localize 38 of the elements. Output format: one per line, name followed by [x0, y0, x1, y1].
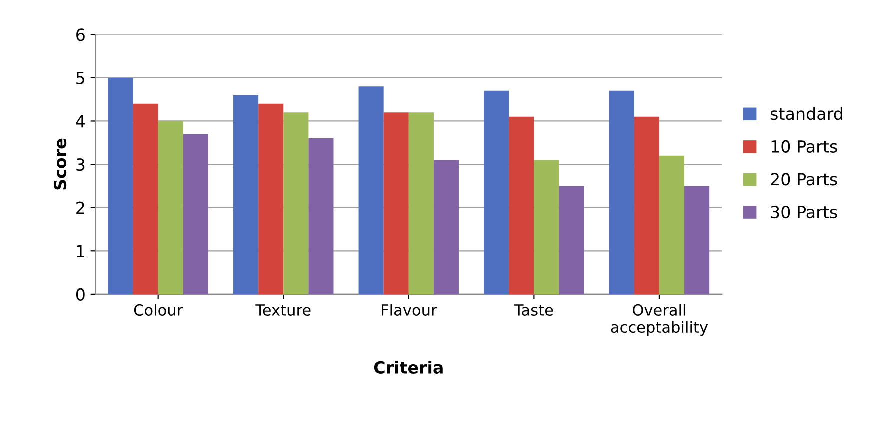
x-axis-title: Criteria [374, 361, 443, 374]
x-tick-label: Flavour [382, 304, 438, 316]
legend-label: 20 Parts [771, 173, 838, 186]
bar [559, 186, 584, 294]
bar [484, 90, 510, 294]
bar [634, 116, 660, 294]
bar [108, 78, 134, 294]
legend-label: standard [770, 107, 842, 120]
y-tick-label: 2 [76, 202, 84, 214]
bar [308, 138, 334, 294]
bar [434, 160, 460, 294]
y-tick-label: 6 [76, 28, 85, 42]
y-tick-label: 3 [76, 158, 85, 172]
bar [133, 104, 158, 294]
bar [509, 116, 534, 294]
bar [659, 156, 685, 294]
y-tick-label: 1 [77, 245, 84, 258]
legend-label: 30 Parts [771, 206, 838, 219]
y-tick-label: 4 [76, 115, 86, 128]
bar [534, 160, 560, 294]
y-tick-label: 0 [76, 288, 85, 302]
x-tick-label: Colour [134, 304, 184, 316]
bar [183, 134, 208, 294]
bar [284, 112, 309, 294]
x-tick-label: Overall acceptability [611, 304, 708, 336]
bar [684, 186, 710, 294]
y-axis-title: Score [54, 138, 67, 190]
bar [158, 121, 184, 294]
bar [408, 112, 434, 294]
bar [358, 86, 384, 294]
y-tick-label: 5 [76, 72, 85, 85]
bar [384, 112, 409, 294]
bar [234, 95, 259, 294]
bar [258, 104, 284, 294]
x-tick-label: Texture [256, 304, 311, 316]
bar [609, 90, 634, 294]
x-tick-label: Taste [514, 304, 554, 316]
legend-label: 10 Parts [772, 140, 838, 153]
